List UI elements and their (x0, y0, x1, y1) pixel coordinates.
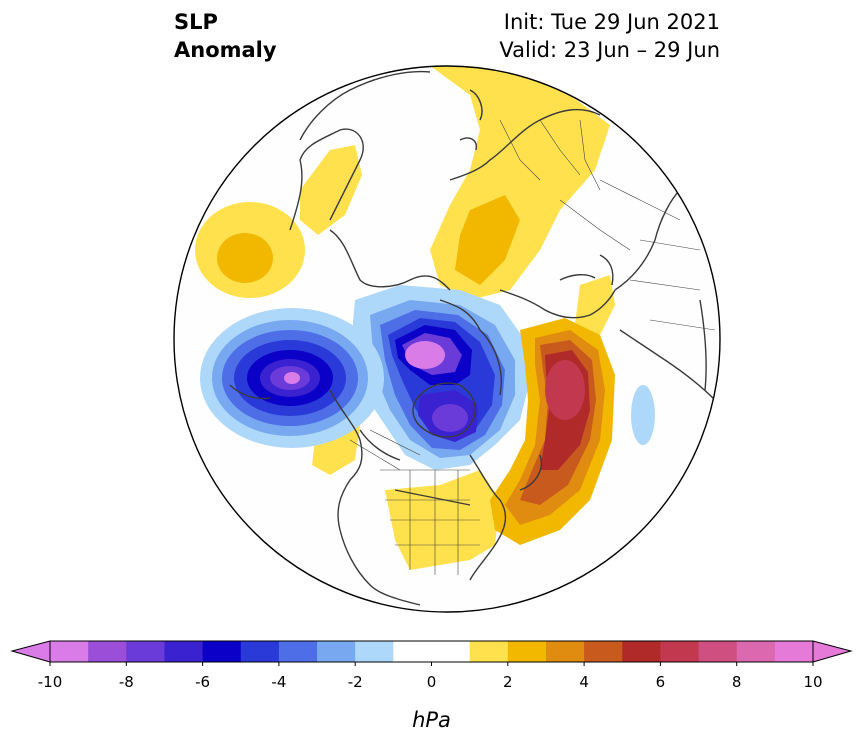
colorbar-bin (507, 641, 547, 662)
north-atlantic-high-anomaly (490, 318, 615, 545)
borders (349, 119, 716, 575)
colorbar-bin (202, 641, 242, 662)
colorbar-tick-label: 8 (732, 673, 742, 691)
title-field: Anomaly (174, 38, 277, 62)
north-pacific-low-anomaly (200, 308, 384, 448)
colorbar-tick-label: -10 (38, 673, 63, 691)
colorbar-bin (355, 641, 394, 662)
colorbar-bin (545, 641, 585, 662)
colorbar-bin (622, 641, 661, 662)
colorbar: -10 -8 -6 -4 -2 0 2 4 6 8 10 (10, 640, 853, 691)
colorbar-bin (393, 641, 471, 662)
colorbar-ticks: -10 -8 -6 -4 -2 0 2 4 6 8 10 (38, 662, 823, 691)
colorbar-bin (584, 641, 623, 662)
colorbar-bin (317, 641, 356, 662)
coastlines (229, 70, 716, 606)
colorbar-bin (660, 641, 700, 662)
colorbar-bin (88, 641, 127, 662)
colorbar-bin (240, 641, 280, 662)
colorbar-bin (698, 641, 738, 662)
title-variable: SLP (174, 10, 218, 34)
colorbar-bin (50, 641, 89, 662)
colorbar-tick-label: -2 (348, 673, 363, 691)
arctic-low-anomaly (350, 285, 530, 470)
colorbar-over-extension (813, 641, 851, 662)
colorbar-tick-label: -8 (119, 673, 134, 691)
colorbar-bin (736, 641, 776, 662)
title-left: SLP Anomaly (174, 8, 277, 64)
colorbar-tick-label: -4 (271, 673, 286, 691)
colorbar-tick-label: 4 (579, 673, 589, 691)
colorbar-tick-label: 2 (503, 673, 513, 691)
init-date: Init: Tue 29 Jun 2021 (503, 10, 720, 34)
colorbar-bin (278, 641, 318, 662)
colorbar-bin (126, 641, 165, 662)
siberia-high-anomaly (425, 66, 610, 300)
west-pacific-high-anomaly (195, 145, 362, 298)
title-right: Init: Tue 29 Jun 2021 Valid: 23 Jun – 29… (499, 8, 720, 64)
valid-range: Valid: 23 Jun – 29 Jun (499, 38, 720, 62)
europe-high-anomaly (575, 275, 615, 335)
colorbar-bin (164, 641, 204, 662)
colorbar-bin (774, 641, 814, 662)
colorbar-under-extension (12, 641, 50, 662)
europe-low-anomaly (631, 385, 655, 445)
colorbar-bins (50, 641, 814, 662)
colorbar-bin (469, 641, 509, 662)
colorbar-over-outline (812, 640, 853, 663)
globe-outline (173, 65, 721, 613)
colorbar-tick-label: 6 (656, 673, 666, 691)
colorbar-tick-label: 10 (803, 673, 822, 691)
colorbar-tick-label: 0 (427, 673, 437, 691)
colorbar-tick-label: -6 (195, 673, 210, 691)
polar-map (173, 65, 721, 613)
colorbar-unit-label: hPa (412, 708, 451, 732)
colorbar-under-outline (10, 640, 51, 663)
